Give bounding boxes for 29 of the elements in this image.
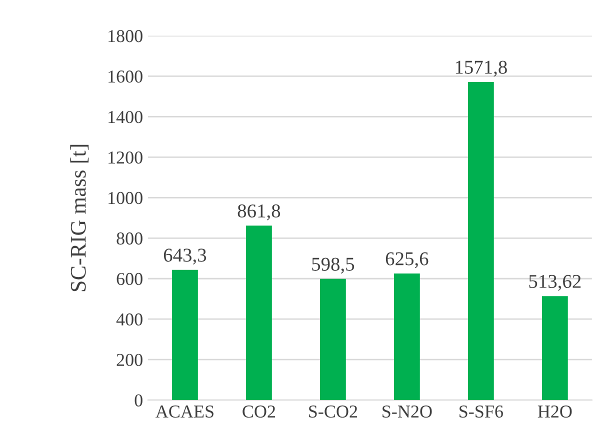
bar bbox=[394, 273, 420, 400]
y-axis-title: SC-RIG mass [t] bbox=[70, 144, 89, 292]
x-tick-label: S-SF6 bbox=[460, 406, 503, 418]
y-tick-label: 800 bbox=[116, 232, 142, 245]
data-label: 1571,8 bbox=[456, 60, 507, 77]
y-tick-label: 1200 bbox=[108, 151, 142, 164]
bar bbox=[468, 82, 494, 400]
y-tick-label: 200 bbox=[116, 354, 142, 366]
bar bbox=[542, 296, 568, 400]
data-label: 513,62 bbox=[529, 274, 581, 291]
x-tick-label: H2O bbox=[538, 406, 572, 418]
data-label: 625,6 bbox=[386, 252, 428, 268]
bar bbox=[246, 226, 272, 400]
bar bbox=[172, 270, 198, 400]
y-tick-label: 1800 bbox=[108, 30, 142, 42]
data-label: 598,5 bbox=[312, 258, 354, 274]
x-tick-label: S-N2O bbox=[382, 406, 432, 418]
x-tick-label: S-CO2 bbox=[309, 406, 358, 418]
x-tick-label: ACAES bbox=[156, 406, 214, 418]
x-tick-label: CO2 bbox=[242, 406, 276, 418]
y-tick-label: 0 bbox=[134, 394, 142, 407]
y-tick-label: 1400 bbox=[108, 110, 142, 124]
data-label: 643,3 bbox=[164, 248, 206, 265]
y-tick-label: 400 bbox=[116, 313, 142, 326]
y-tick-label: 1000 bbox=[108, 192, 142, 204]
y-tick-label: 1600 bbox=[108, 70, 142, 83]
data-label: 861,8 bbox=[238, 204, 280, 220]
bar bbox=[320, 278, 346, 400]
y-tick-label: 600 bbox=[116, 272, 142, 286]
